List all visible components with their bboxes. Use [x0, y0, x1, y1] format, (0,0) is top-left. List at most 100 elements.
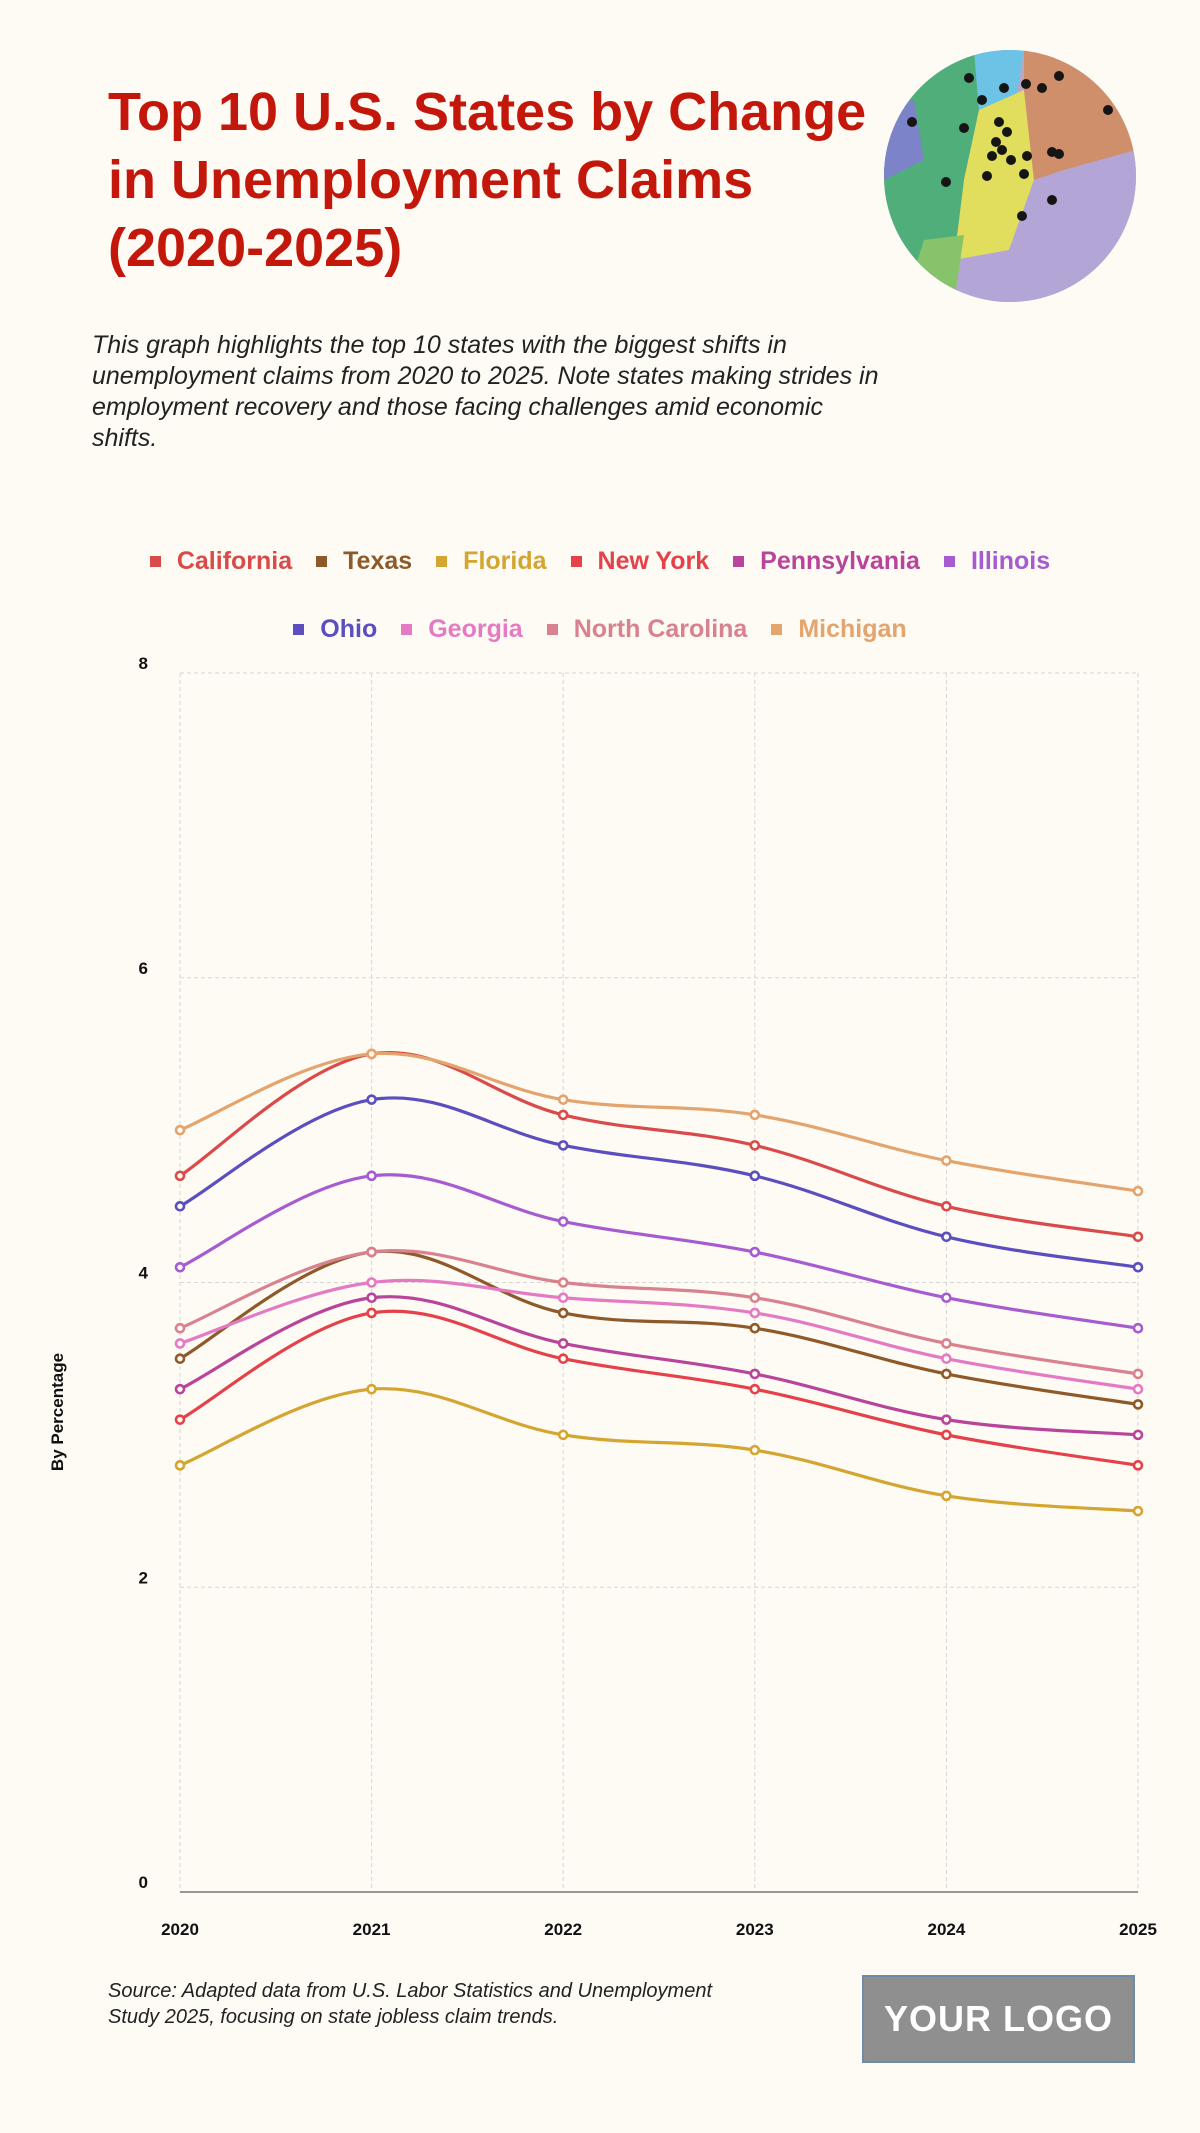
series-line	[179, 1096, 1139, 1269]
data-point	[366, 1170, 377, 1182]
series-line	[179, 1387, 1139, 1513]
legend-marker	[149, 555, 161, 567]
data-point	[366, 1307, 377, 1319]
data-point	[174, 1383, 186, 1395]
data-point	[941, 1155, 952, 1166]
data-point	[749, 1140, 761, 1151]
data-point	[366, 1383, 377, 1395]
legend-item: Pennsylvania	[733, 540, 920, 582]
data-point	[749, 1109, 761, 1121]
legend-item: New York	[570, 540, 710, 582]
data-point	[1132, 1368, 1144, 1380]
data-point	[557, 1140, 569, 1151]
data-point	[557, 1292, 569, 1304]
legend-marker	[943, 555, 955, 567]
legend-marker	[293, 623, 305, 635]
legend-marker	[570, 555, 582, 567]
data-point	[1132, 1185, 1144, 1197]
series-pennsylvania	[174, 1292, 1144, 1441]
x-tick-label: 2022	[544, 1920, 582, 1939]
data-point	[941, 1368, 952, 1380]
legend-marker	[771, 623, 783, 635]
data-point	[174, 1124, 186, 1136]
series-ohio	[174, 1094, 1144, 1273]
data-point	[1132, 1261, 1144, 1273]
series-georgia	[174, 1277, 1144, 1395]
data-point	[749, 1246, 761, 1258]
chart-legend: California Texas Florida New York Pennsylvan…	[100, 540, 1100, 650]
series-texas	[174, 1246, 1144, 1410]
legend-marker	[733, 555, 745, 567]
data-point	[1132, 1383, 1144, 1395]
source-note: Source: Adapted data from U.S. Labor Sta…	[108, 1980, 713, 2028]
series-line	[179, 1278, 1139, 1391]
x-tick-label: 2023	[736, 1920, 774, 1939]
legend-label: Pennsylvania	[760, 547, 920, 575]
data-point	[174, 1201, 186, 1212]
series-line	[179, 1309, 1139, 1467]
data-point	[174, 1261, 186, 1273]
legend-label: Ohio	[320, 615, 378, 643]
legend-marker	[401, 623, 413, 635]
legend-label: Texas	[343, 547, 413, 575]
series-line	[179, 1173, 1139, 1330]
series-line	[179, 1050, 1139, 1239]
data-point	[557, 1429, 569, 1441]
data-point	[174, 1338, 186, 1349]
y-tick-label: 8	[139, 654, 148, 673]
legend-item: Texas	[316, 540, 412, 582]
chart-title: Top 10 U.S. States by Change in Unemploy…	[108, 82, 867, 278]
data-point	[749, 1368, 761, 1380]
series-lines	[174, 1048, 1144, 1517]
data-point	[941, 1490, 952, 1502]
data-point	[1132, 1399, 1144, 1410]
legend-label: New York	[597, 547, 710, 575]
data-point	[557, 1109, 569, 1121]
grid	[179, 672, 1139, 1892]
legend-item: North Carolina	[546, 608, 748, 650]
series-line	[179, 1295, 1139, 1437]
data-point	[366, 1246, 377, 1258]
data-point	[1132, 1505, 1144, 1517]
series-line	[179, 1249, 1139, 1376]
data-point	[749, 1383, 761, 1395]
data-point	[557, 1216, 569, 1227]
y-tick-label: 0	[139, 1873, 148, 1892]
map-pins-image	[884, 50, 1136, 302]
series-line	[179, 1249, 1139, 1406]
series-illinois	[174, 1170, 1144, 1334]
line-chart: 0 2 4 6 8 2020 2021 2022 2023 2024 2025	[139, 654, 1157, 1939]
data-point	[941, 1353, 952, 1364]
data-point	[749, 1307, 761, 1319]
legend-marker	[436, 555, 448, 567]
legend-label: North Carolina	[573, 615, 748, 643]
data-point	[174, 1353, 186, 1364]
data-point	[749, 1444, 761, 1456]
x-tick-label: 2021	[353, 1920, 391, 1939]
legend-marker	[546, 623, 558, 635]
data-point	[1132, 1322, 1144, 1334]
data-point	[557, 1307, 569, 1319]
data-point	[366, 1094, 377, 1105]
data-point	[941, 1338, 952, 1349]
data-point	[941, 1231, 952, 1243]
series-california	[174, 1048, 1144, 1243]
x-tick-label: 2020	[161, 1920, 199, 1939]
data-point	[174, 1322, 186, 1334]
legend-label: California	[176, 547, 293, 575]
data-point	[366, 1277, 377, 1288]
legend-item: Illinois	[943, 540, 1050, 582]
legend-item: Ohio	[293, 608, 377, 650]
legend-item: Michigan	[771, 608, 907, 650]
data-point	[749, 1292, 761, 1304]
x-tick-label: 2025	[1119, 1920, 1157, 1939]
legend-item: California	[149, 540, 293, 582]
series-new-york	[174, 1307, 1144, 1471]
data-point	[1132, 1460, 1144, 1471]
logo-placeholder: YOUR LOGO	[862, 1975, 1135, 2063]
data-point	[557, 1338, 569, 1349]
series-florida	[174, 1383, 1144, 1517]
data-point	[557, 1094, 569, 1105]
data-point	[174, 1414, 186, 1425]
data-point	[366, 1292, 377, 1304]
